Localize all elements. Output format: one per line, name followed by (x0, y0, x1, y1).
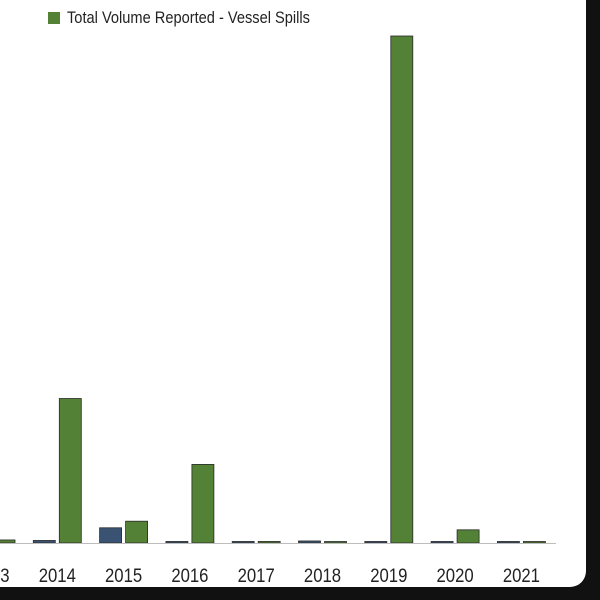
bar-series-a-2018 (298, 540, 321, 544)
bar-vessel-spills-2014 (58, 398, 82, 544)
bar-vessel-spills-2018 (324, 541, 347, 544)
bar-vessel-spills-2016 (191, 464, 215, 544)
bar-series-a-2015 (99, 527, 122, 544)
bar-vessel-spills-2013 (0, 539, 16, 544)
bar-series-a-2019 (364, 541, 388, 544)
x-tick-label-2020: 2020 (437, 565, 474, 586)
x-tick-label-2021: 2021 (503, 565, 540, 586)
x-tick-label-2019: 2019 (370, 565, 407, 586)
x-tick-label-2018: 2018 (304, 565, 341, 586)
x-tick-label-2017: 2017 (238, 565, 275, 586)
bars-layer (0, 35, 546, 544)
bar-vessel-spills-2019 (390, 35, 414, 544)
bar-series-a-2014 (32, 540, 56, 544)
bar-series-a-2020 (430, 541, 454, 544)
bar-vessel-spills-2020 (456, 529, 480, 544)
legend-label-vessel-spills: Total Volume Reported - Vessel Spills (67, 8, 310, 27)
chart-panel: Total Volume Reported - Vessel Spills 20… (0, 0, 586, 587)
bar-vessel-spills-2021 (523, 541, 546, 544)
bar-chart: 2013 2014 2015 2016 2017 2018 2019 2020 2021 (0, 35, 556, 586)
bar-series-a-2021 (496, 541, 520, 544)
bar-series-a-2017 (231, 541, 255, 544)
legend-swatch-vessel-spills (48, 12, 60, 24)
bar-series-a-2016 (165, 541, 189, 544)
x-tick-label-2014: 2014 (39, 565, 76, 586)
tick-labels-layer: 2013 2014 2015 2016 2017 2018 2019 2020 2021 (0, 565, 540, 586)
x-tick-label-2016: 2016 (171, 565, 208, 586)
bar-vessel-spills-2017 (257, 541, 281, 544)
legend: Total Volume Reported - Vessel Spills (48, 8, 350, 28)
x-tick-label-2015: 2015 (105, 565, 142, 586)
x-tick-label-2013: 2013 (0, 565, 10, 586)
bar-vessel-spills-2015 (125, 520, 148, 544)
